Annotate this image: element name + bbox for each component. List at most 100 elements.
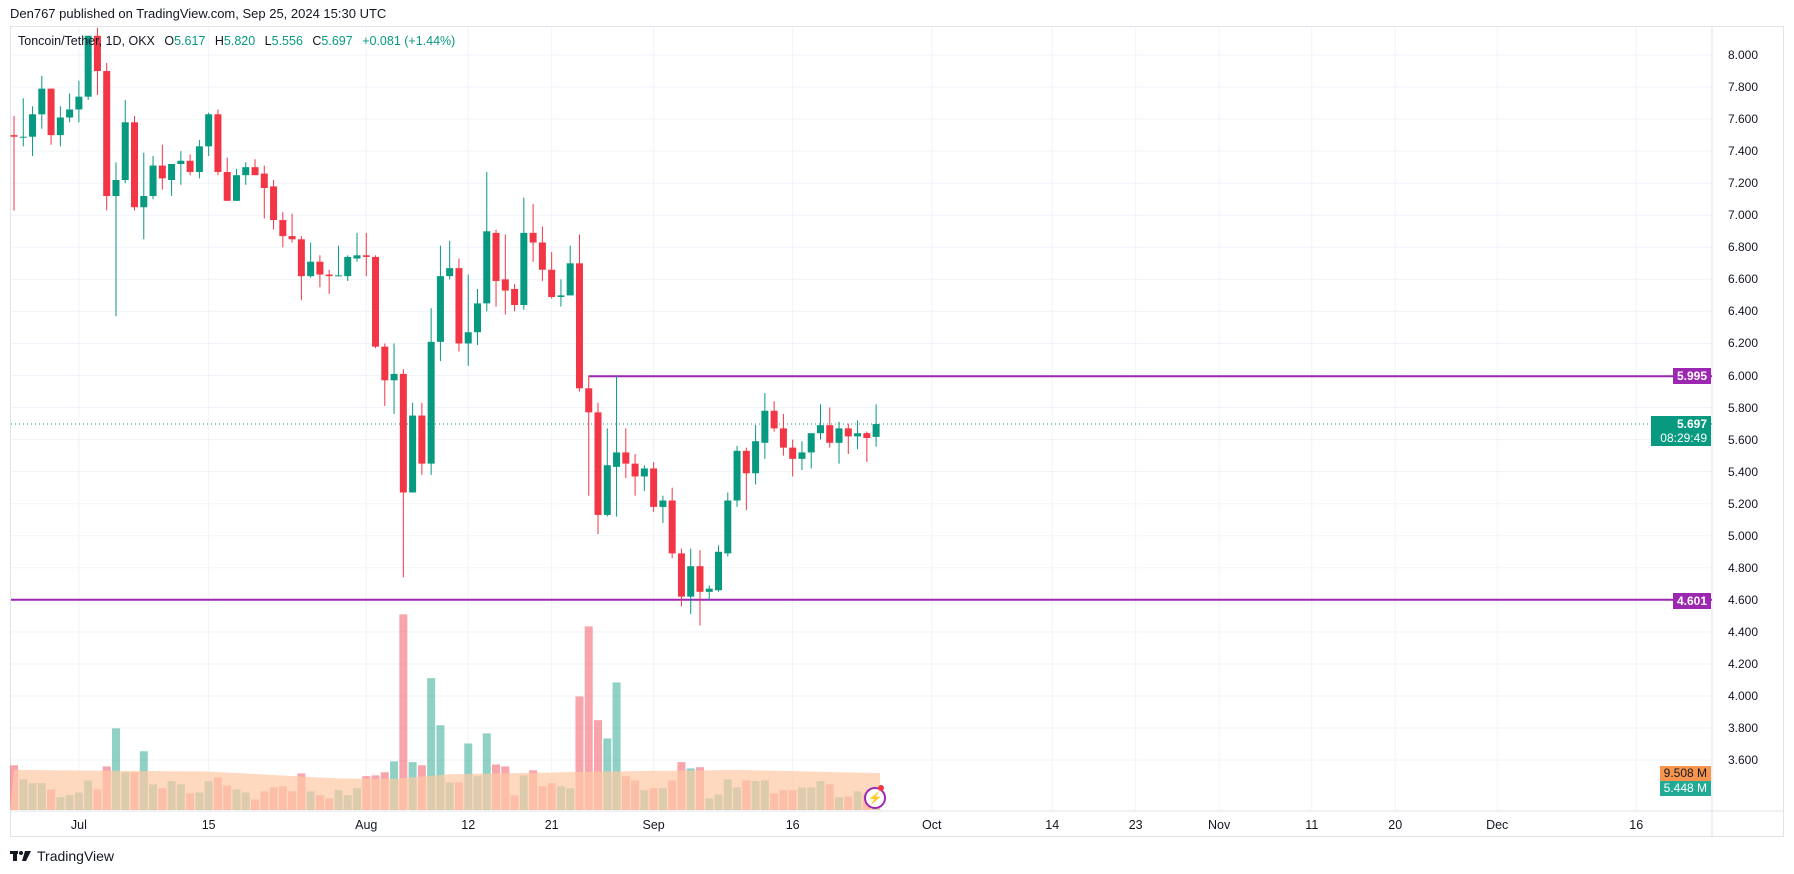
time-tick-label: Dec (1486, 818, 1509, 832)
candle-body (168, 163, 176, 180)
lightning-icon[interactable]: ⚡ (864, 787, 886, 809)
candle (826, 407, 834, 448)
candle-body (455, 268, 463, 344)
candle-body (779, 428, 787, 448)
candle (297, 236, 305, 301)
candle (603, 428, 611, 517)
candle-body (140, 196, 148, 208)
candle (548, 252, 556, 299)
candle (650, 462, 658, 512)
candle (529, 204, 537, 262)
time-tick-label: 23 (1128, 818, 1143, 832)
candle-body (622, 452, 630, 464)
candle-body (334, 275, 342, 277)
candle (631, 454, 639, 496)
candle (325, 269, 333, 294)
candle (29, 106, 37, 156)
tradingview-brand: TradingView (37, 848, 115, 864)
candle-body (854, 433, 862, 437)
volume-bar (436, 725, 445, 810)
candle-body (372, 256, 380, 347)
candle (816, 404, 824, 440)
candle-body (705, 588, 713, 592)
candle-body (47, 88, 55, 136)
candle (733, 446, 741, 507)
candle-body (474, 303, 481, 333)
candle-body (529, 232, 537, 243)
time-tick-label: Nov (1207, 818, 1231, 832)
candle-body (807, 433, 815, 453)
price-tick-label: 4.800 (1728, 560, 1759, 575)
published-caption: Den767 published on TradingView.com, Sep… (10, 6, 387, 21)
candle-body (353, 255, 361, 259)
candle (557, 279, 565, 307)
candle (158, 144, 166, 190)
time-tick-label: 21 (544, 818, 559, 832)
candle (131, 115, 139, 211)
candle-body (659, 500, 667, 507)
candle (242, 162, 250, 185)
candle (251, 159, 259, 176)
candle (863, 431, 871, 463)
candle-body (770, 410, 778, 429)
candle (668, 487, 676, 559)
candle (10, 115, 18, 211)
candle-body (177, 160, 185, 164)
symbol-name[interactable]: Toncoin/Tether, 1D, OKX (18, 34, 155, 48)
candle (835, 421, 843, 464)
candle-body (288, 236, 296, 240)
candle (622, 428, 630, 479)
candle-body (696, 566, 704, 592)
price-tick-label: 3.600 (1728, 753, 1759, 768)
high-label: H (214, 34, 224, 48)
candle-body (446, 268, 454, 277)
time-tick-label: 14 (1045, 818, 1060, 832)
candle-body (538, 242, 546, 270)
candle-body (733, 450, 741, 501)
candle (140, 152, 148, 240)
candle-body (631, 463, 639, 477)
candle-body (613, 452, 621, 467)
candle-body (464, 332, 472, 344)
candle-body (585, 388, 593, 413)
volume-tag: 5.448 M (1659, 781, 1711, 796)
candle (195, 139, 203, 179)
time-tick-label: Sep (642, 818, 665, 832)
price-tick-label: 5.200 (1728, 496, 1759, 511)
candle (19, 98, 27, 147)
candle-body (66, 109, 74, 118)
candle-body (149, 165, 157, 197)
candle-body (29, 114, 37, 137)
candle (84, 35, 92, 100)
candle-body (260, 173, 268, 189)
candle (409, 402, 417, 493)
candle (705, 585, 713, 600)
candle (353, 232, 361, 262)
candle-body (548, 269, 556, 297)
candle (696, 550, 704, 626)
price-tick-label: 4.000 (1728, 689, 1759, 703)
price-tick-label: 5.800 (1728, 400, 1759, 415)
candle (436, 245, 444, 362)
price-tick-label: 5.000 (1728, 528, 1759, 543)
candle-body (594, 412, 602, 515)
symbol-legend: Toncoin/Tether, 1D, OKX O5.617 H5.820 L5… (18, 34, 455, 48)
low-label: L (264, 34, 272, 48)
candle (677, 548, 685, 607)
candle-body (390, 373, 398, 381)
candle-body (492, 232, 500, 281)
candle-body (251, 167, 259, 176)
notification-dot-icon (878, 785, 884, 791)
candle (807, 433, 815, 469)
candle-body (214, 114, 222, 172)
tradingview-logo[interactable]: TradingView (10, 848, 114, 864)
candle (399, 369, 407, 578)
candle-body (816, 425, 824, 434)
price-tick-label: 4.200 (1728, 656, 1759, 671)
candle (761, 393, 769, 459)
price-tick-label: 8.000 (1728, 48, 1759, 62)
candle (307, 242, 315, 278)
candle-body (872, 424, 880, 437)
time-tick-label: 16 (1629, 818, 1644, 832)
